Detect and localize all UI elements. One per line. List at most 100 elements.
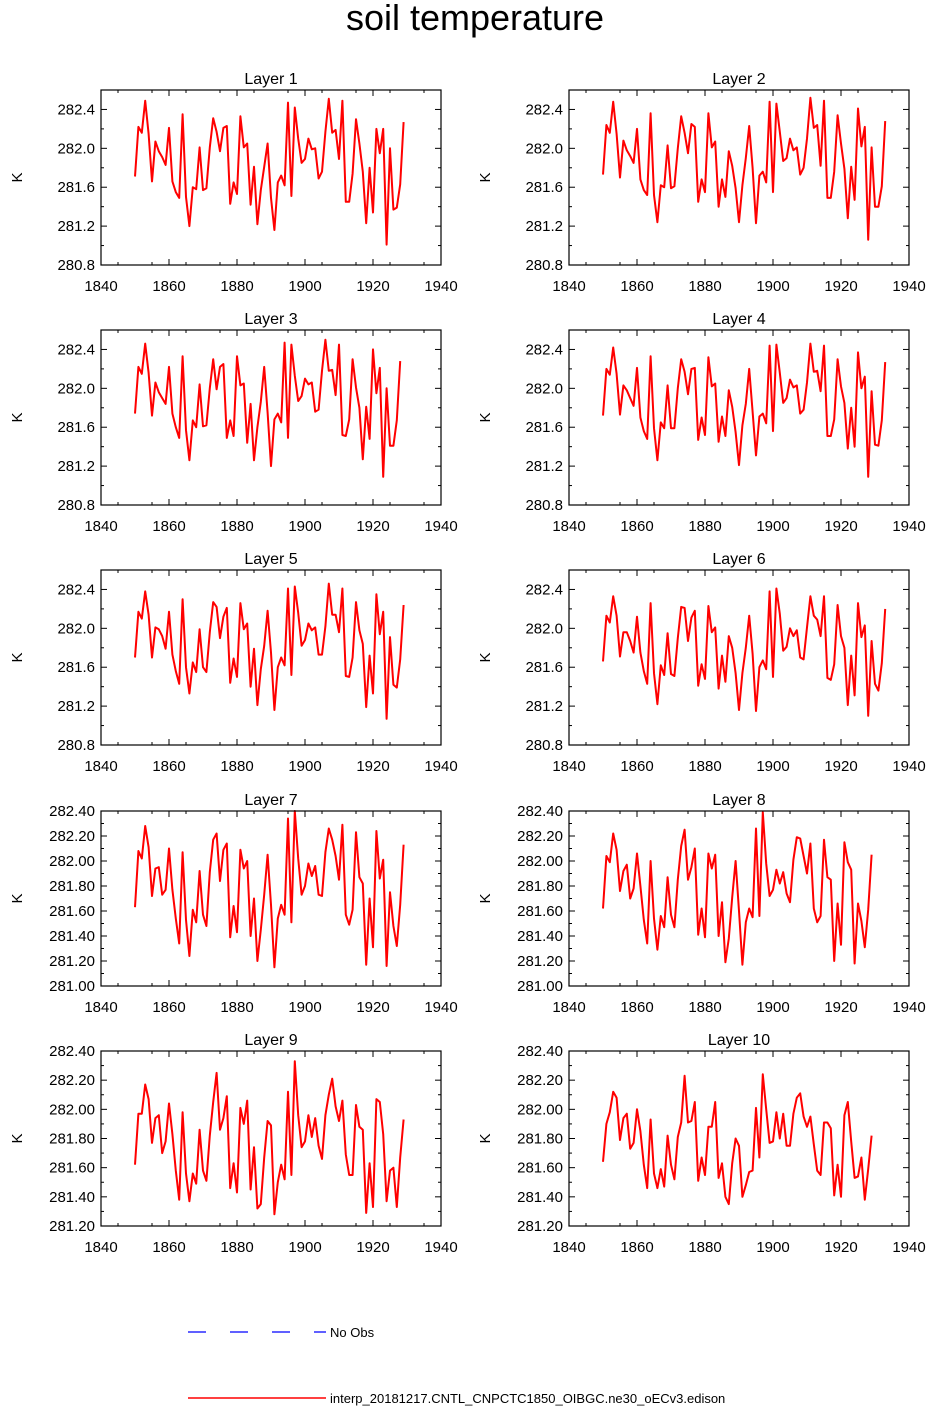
ytick-label: 281.60 bbox=[517, 1160, 563, 1177]
xtick-label: 1940 bbox=[892, 278, 925, 295]
ytick-label: 281.6 bbox=[525, 179, 563, 196]
xtick-label: 1840 bbox=[552, 278, 585, 295]
xtick-label: 1840 bbox=[552, 518, 585, 535]
ytick-label: 281.40 bbox=[517, 1189, 563, 1206]
ytick-label: 282.4 bbox=[525, 581, 563, 598]
xtick-label: 1860 bbox=[620, 999, 653, 1016]
ytick-label: 281.60 bbox=[49, 903, 95, 920]
xtick-label: 1860 bbox=[152, 278, 185, 295]
xtick-label: 1900 bbox=[756, 518, 789, 535]
xtick-label: 1900 bbox=[756, 758, 789, 775]
xtick-label: 1880 bbox=[220, 518, 253, 535]
ytick-label: 282.4 bbox=[525, 341, 563, 358]
xtick-label: 1920 bbox=[824, 999, 857, 1016]
series-line-layer-5 bbox=[134, 582, 405, 720]
xtick-label: 1860 bbox=[152, 758, 185, 775]
ytick-label: 282.0 bbox=[525, 140, 563, 157]
ytick-label: 281.80 bbox=[517, 878, 563, 895]
xtick-label: 1880 bbox=[688, 758, 721, 775]
series-line-layer-2 bbox=[602, 96, 887, 241]
panel-title-layer-1: Layer 1 bbox=[244, 71, 297, 88]
plot-frame-layer-9 bbox=[100, 1050, 442, 1227]
ytick-label: 282.00 bbox=[49, 1101, 95, 1118]
ylabel-layer-5: K bbox=[9, 652, 26, 662]
ytick-label: 281.2 bbox=[57, 458, 95, 475]
ylabel-layer-2: K bbox=[477, 172, 494, 182]
plot-frame-layer-10 bbox=[568, 1050, 910, 1227]
xtick-label: 1940 bbox=[892, 1239, 925, 1256]
ytick-label: 281.00 bbox=[49, 978, 95, 995]
ytick-label: 282.4 bbox=[525, 101, 563, 118]
ytick-label: 282.0 bbox=[525, 620, 563, 637]
xtick-label: 1880 bbox=[220, 999, 253, 1016]
legend: No Obs interp_20181217.CNTL_CNPCTC1850_O… bbox=[188, 1325, 725, 1406]
panel-title-layer-6: Layer 6 bbox=[712, 551, 765, 568]
ytick-label: 281.2 bbox=[57, 218, 95, 235]
xtick-label: 1940 bbox=[424, 758, 457, 775]
ytick-label: 280.8 bbox=[57, 737, 95, 754]
xtick-label: 1860 bbox=[152, 999, 185, 1016]
panel-layer-8: Layer 8 281.00 281.20 281.40 281.60 281.80 282… bbox=[477, 792, 926, 1016]
ytick-label: 281.2 bbox=[57, 698, 95, 715]
panel-layer-3: Layer 3 280.8 281.2 281.6 282.0 282.4 1840 1860… bbox=[9, 311, 458, 535]
xtick-label: 1880 bbox=[688, 518, 721, 535]
ytick-label: 282.4 bbox=[57, 341, 95, 358]
ylabel-layer-4: K bbox=[477, 412, 494, 422]
xtick-label: 1840 bbox=[552, 999, 585, 1016]
xtick-label: 1920 bbox=[824, 1239, 857, 1256]
ytick-label: 282.0 bbox=[57, 380, 95, 397]
ytick-label: 282.0 bbox=[525, 380, 563, 397]
figure-title: soil temperature bbox=[346, 0, 604, 38]
panel-title-layer-7: Layer 7 bbox=[244, 792, 297, 809]
xtick-label: 1920 bbox=[356, 758, 389, 775]
ytick-label: 281.2 bbox=[525, 698, 563, 715]
ytick-label: 280.8 bbox=[525, 737, 563, 754]
panel-title-layer-2: Layer 2 bbox=[712, 71, 765, 88]
ytick-label: 282.00 bbox=[517, 1101, 563, 1118]
ytick-label: 282.40 bbox=[517, 1043, 563, 1060]
ytick-label: 280.8 bbox=[525, 257, 563, 274]
plot-frame-layer-3 bbox=[100, 329, 442, 506]
ytick-label: 282.40 bbox=[49, 1043, 95, 1060]
xtick-label: 1900 bbox=[288, 1239, 321, 1256]
panel-title-layer-8: Layer 8 bbox=[712, 792, 765, 809]
xtick-label: 1860 bbox=[620, 278, 653, 295]
panel-title-layer-5: Layer 5 bbox=[244, 551, 297, 568]
ytick-label: 281.20 bbox=[49, 953, 95, 970]
panel-title-layer-9: Layer 9 bbox=[244, 1032, 297, 1049]
panel-title-layer-4: Layer 4 bbox=[712, 311, 765, 328]
xtick-label: 1860 bbox=[620, 1239, 653, 1256]
ytick-label: 281.6 bbox=[57, 179, 95, 196]
panel-layer-6: Layer 6 280.8 281.2 281.6 282.0 282.4 1840 1860… bbox=[477, 551, 926, 775]
xtick-label: 1920 bbox=[824, 278, 857, 295]
plot-frame-layer-6 bbox=[568, 569, 910, 746]
ytick-label: 282.40 bbox=[49, 803, 95, 820]
panel-layer-4: Layer 4 280.8 281.2 281.6 282.0 282.4 1840 1860… bbox=[477, 311, 926, 535]
xtick-label: 1840 bbox=[84, 999, 117, 1016]
series-line-layer-7 bbox=[134, 810, 405, 969]
ytick-label: 281.60 bbox=[517, 903, 563, 920]
xtick-label: 1940 bbox=[892, 518, 925, 535]
ytick-label: 282.40 bbox=[517, 803, 563, 820]
ytick-label: 281.20 bbox=[517, 1218, 563, 1235]
ytick-label: 280.8 bbox=[57, 257, 95, 274]
series-line-layer-6 bbox=[602, 587, 887, 717]
legend-model-label: interp_20181217.CNTL_CNPCTC1850_OIBGC.ne… bbox=[330, 1391, 725, 1406]
panel-layer-5: Layer 5 280.8 281.2 281.6 282.0 282.4 1840 1860… bbox=[9, 551, 458, 775]
xtick-label: 1940 bbox=[424, 518, 457, 535]
xtick-label: 1860 bbox=[620, 758, 653, 775]
xtick-label: 1880 bbox=[688, 999, 721, 1016]
plot-frame-layer-1 bbox=[100, 89, 442, 266]
ytick-label: 282.20 bbox=[49, 828, 95, 845]
ytick-label: 281.20 bbox=[517, 953, 563, 970]
xtick-label: 1940 bbox=[892, 758, 925, 775]
xtick-label: 1920 bbox=[356, 278, 389, 295]
ytick-label: 281.6 bbox=[525, 659, 563, 676]
plot-frame-layer-4 bbox=[568, 329, 910, 506]
ytick-label: 281.20 bbox=[49, 1218, 95, 1235]
xtick-label: 1920 bbox=[356, 518, 389, 535]
xtick-label: 1940 bbox=[424, 1239, 457, 1256]
series-line-layer-9 bbox=[134, 1060, 405, 1216]
